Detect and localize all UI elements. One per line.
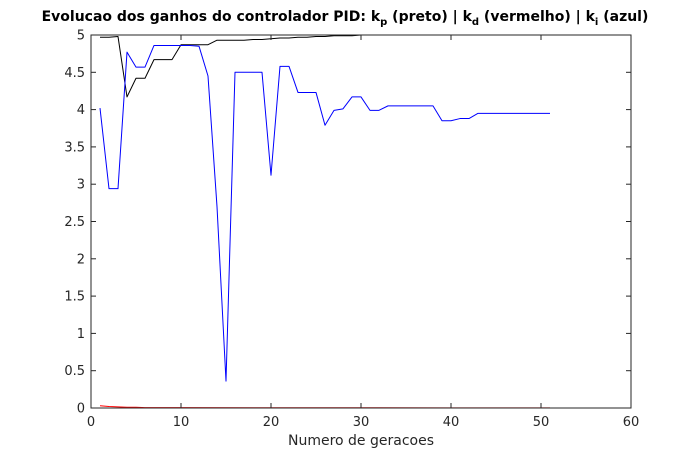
y-tick-label: 2.5 <box>64 215 85 230</box>
x-tick-label: 0 <box>87 415 95 430</box>
x-tick-label: 30 <box>353 415 370 430</box>
y-tick-label: 4 <box>77 103 85 118</box>
series-line-kp <box>100 34 550 98</box>
y-tick-label: 1 <box>77 327 85 342</box>
x-tick-label: 20 <box>263 415 280 430</box>
x-tick-label: 40 <box>443 415 460 430</box>
title-kd-subscript: d <box>472 17 479 28</box>
title-kd-text: (vermelho) | k <box>479 9 596 25</box>
y-tick-label: 2 <box>77 252 85 267</box>
x-tick-label: 50 <box>533 415 550 430</box>
y-tick-label: 0 <box>77 402 85 417</box>
title-prefix: Evolucao dos ganhos do controlador PID: … <box>42 9 381 25</box>
y-tick-label: 3 <box>77 178 85 193</box>
title-ki-subscript: i <box>595 17 598 28</box>
chart-title: Evolucao dos ganhos do controlador PID: … <box>42 9 649 28</box>
title-kp-text: (preto) | k <box>387 9 472 25</box>
series-line-ki <box>99 44 550 382</box>
y-tick-label: 3.5 <box>64 140 85 155</box>
title-ki-text: (azul) <box>598 9 648 25</box>
y-tick-label: 1.5 <box>64 290 85 305</box>
plot-background <box>91 35 631 408</box>
y-tick-label: 0.5 <box>64 364 85 379</box>
title-kp-subscript: p <box>380 17 387 28</box>
x-tick-label: 60 <box>623 415 640 430</box>
x-tick-label: 10 <box>173 415 190 430</box>
y-tick-label: 4.5 <box>64 66 85 81</box>
x-axis-label: Numero de geracoes <box>288 433 434 449</box>
y-tick-label: 5 <box>77 29 85 44</box>
plot-area: 0 10 20 30 40 50 60 0 0.5 1 1.5 2 2.5 3 3.5 4 4.5 5 <box>64 29 639 431</box>
